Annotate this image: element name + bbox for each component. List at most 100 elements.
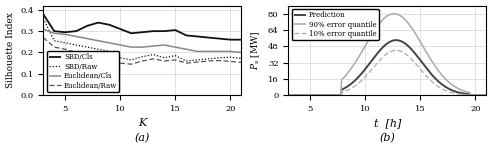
SBD/Cls bbox=[216, 38, 222, 40]
Text: (b): (b) bbox=[379, 133, 395, 143]
SBD/Raw bbox=[227, 56, 233, 58]
SBD/Raw bbox=[151, 54, 156, 56]
Euclidean/Cls bbox=[172, 46, 178, 48]
Euclidean/Cls bbox=[227, 50, 233, 52]
SBD/Cls bbox=[139, 31, 145, 33]
SBD/Raw bbox=[73, 44, 79, 46]
SBD/Raw bbox=[184, 60, 189, 62]
Euclidean/Raw bbox=[40, 37, 46, 39]
Line: 10% error quantile: 10% error quantile bbox=[288, 50, 487, 95]
Euclidean/Raw bbox=[95, 56, 101, 58]
SBD/Cls bbox=[62, 31, 68, 33]
10% error quantile bbox=[285, 94, 291, 96]
90% error quantile bbox=[448, 83, 454, 85]
Prediction bbox=[285, 94, 291, 96]
SBD/Cls bbox=[73, 30, 79, 32]
Line: Prediction: Prediction bbox=[288, 40, 487, 95]
Prediction bbox=[484, 94, 490, 96]
Euclidean/Cls bbox=[51, 32, 57, 34]
Line: 90% error quantile: 90% error quantile bbox=[288, 14, 487, 95]
SBD/Cls bbox=[239, 39, 245, 41]
90% error quantile bbox=[393, 13, 399, 15]
Euclidean/Cls bbox=[73, 35, 79, 37]
10% error quantile bbox=[381, 55, 387, 57]
Euclidean/Raw bbox=[184, 62, 189, 64]
Euclidean/Raw bbox=[73, 51, 79, 53]
SBD/Cls bbox=[128, 32, 134, 34]
SBD/Raw bbox=[239, 57, 245, 59]
90% error quantile bbox=[479, 94, 485, 96]
Y-axis label: Silhouette Index: Silhouette Index bbox=[5, 12, 15, 88]
Euclidean/Raw bbox=[106, 58, 112, 60]
SBD/Raw bbox=[62, 42, 68, 44]
Line: Euclidean/Cls: Euclidean/Cls bbox=[43, 29, 242, 52]
SBD/Cls bbox=[151, 30, 156, 32]
SBD/Raw bbox=[139, 56, 145, 58]
Legend: SBD/Cls, SBD/Raw, Euclidean/Cls, Euclidean/Raw: SBD/Cls, SBD/Raw, Euclidean/Cls, Euclide… bbox=[47, 51, 120, 92]
SBD/Cls bbox=[227, 39, 233, 41]
Text: (a): (a) bbox=[135, 133, 150, 143]
Prediction bbox=[379, 47, 385, 49]
Euclidean/Raw bbox=[51, 46, 57, 48]
SBD/Raw bbox=[51, 40, 57, 42]
SBD/Cls bbox=[106, 24, 112, 26]
10% error quantile bbox=[393, 49, 399, 51]
Euclidean/Cls bbox=[117, 44, 123, 46]
SBD/Cls bbox=[40, 13, 46, 15]
SBD/Cls bbox=[194, 35, 200, 37]
Euclidean/Raw bbox=[205, 60, 211, 62]
SBD/Raw bbox=[40, 17, 46, 19]
SBD/Cls bbox=[84, 25, 90, 27]
Prediction bbox=[394, 39, 400, 41]
Euclidean/Raw bbox=[172, 59, 178, 61]
SBD/Raw bbox=[161, 57, 167, 59]
Euclidean/Cls bbox=[106, 42, 112, 44]
Euclidean/Cls bbox=[194, 50, 200, 52]
10% error quantile bbox=[448, 92, 454, 93]
Euclidean/Cls bbox=[216, 50, 222, 52]
SBD/Raw bbox=[194, 59, 200, 61]
Euclidean/Raw bbox=[62, 48, 68, 50]
10% error quantile bbox=[403, 54, 409, 56]
SBD/Raw bbox=[117, 57, 123, 59]
SBD/Raw bbox=[128, 59, 134, 61]
Euclidean/Raw bbox=[151, 58, 156, 60]
SBD/Raw bbox=[172, 55, 178, 57]
SBD/Cls bbox=[117, 28, 123, 30]
X-axis label: t  [h]: t [h] bbox=[374, 118, 401, 128]
90% error quantile bbox=[285, 94, 291, 96]
Line: SBD/Cls: SBD/Cls bbox=[43, 14, 242, 40]
10% error quantile bbox=[484, 94, 490, 96]
SBD/Cls bbox=[161, 30, 167, 32]
Euclidean/Raw bbox=[239, 62, 245, 63]
SBD/Raw bbox=[84, 46, 90, 48]
SBD/Cls bbox=[205, 37, 211, 39]
SBD/Raw bbox=[95, 48, 101, 50]
X-axis label: K: K bbox=[138, 118, 147, 128]
10% error quantile bbox=[479, 94, 485, 96]
Euclidean/Cls bbox=[139, 46, 145, 48]
SBD/Cls bbox=[172, 29, 178, 31]
Euclidean/Raw bbox=[194, 61, 200, 63]
Euclidean/Cls bbox=[161, 44, 167, 46]
Line: SBD/Raw: SBD/Raw bbox=[43, 18, 242, 61]
SBD/Raw bbox=[216, 57, 222, 59]
90% error quantile bbox=[403, 20, 409, 22]
Euclidean/Raw bbox=[161, 60, 167, 62]
SBD/Cls bbox=[51, 30, 57, 32]
Prediction bbox=[381, 46, 387, 48]
Prediction bbox=[393, 39, 399, 41]
10% error quantile bbox=[394, 49, 400, 51]
10% error quantile bbox=[379, 57, 385, 59]
Euclidean/Cls bbox=[239, 51, 245, 53]
Euclidean/Cls bbox=[128, 46, 134, 48]
SBD/Cls bbox=[95, 22, 101, 24]
Euclidean/Cls bbox=[84, 38, 90, 40]
Legend: Prediction, 90% error quantile, 10% error quantile: Prediction, 90% error quantile, 10% erro… bbox=[292, 9, 379, 40]
Line: Euclidean/Raw: Euclidean/Raw bbox=[43, 38, 242, 64]
90% error quantile bbox=[484, 94, 490, 96]
Euclidean/Cls bbox=[95, 40, 101, 42]
Euclidean/Raw bbox=[117, 62, 123, 64]
Prediction bbox=[403, 44, 409, 46]
Euclidean/Cls bbox=[151, 45, 156, 47]
